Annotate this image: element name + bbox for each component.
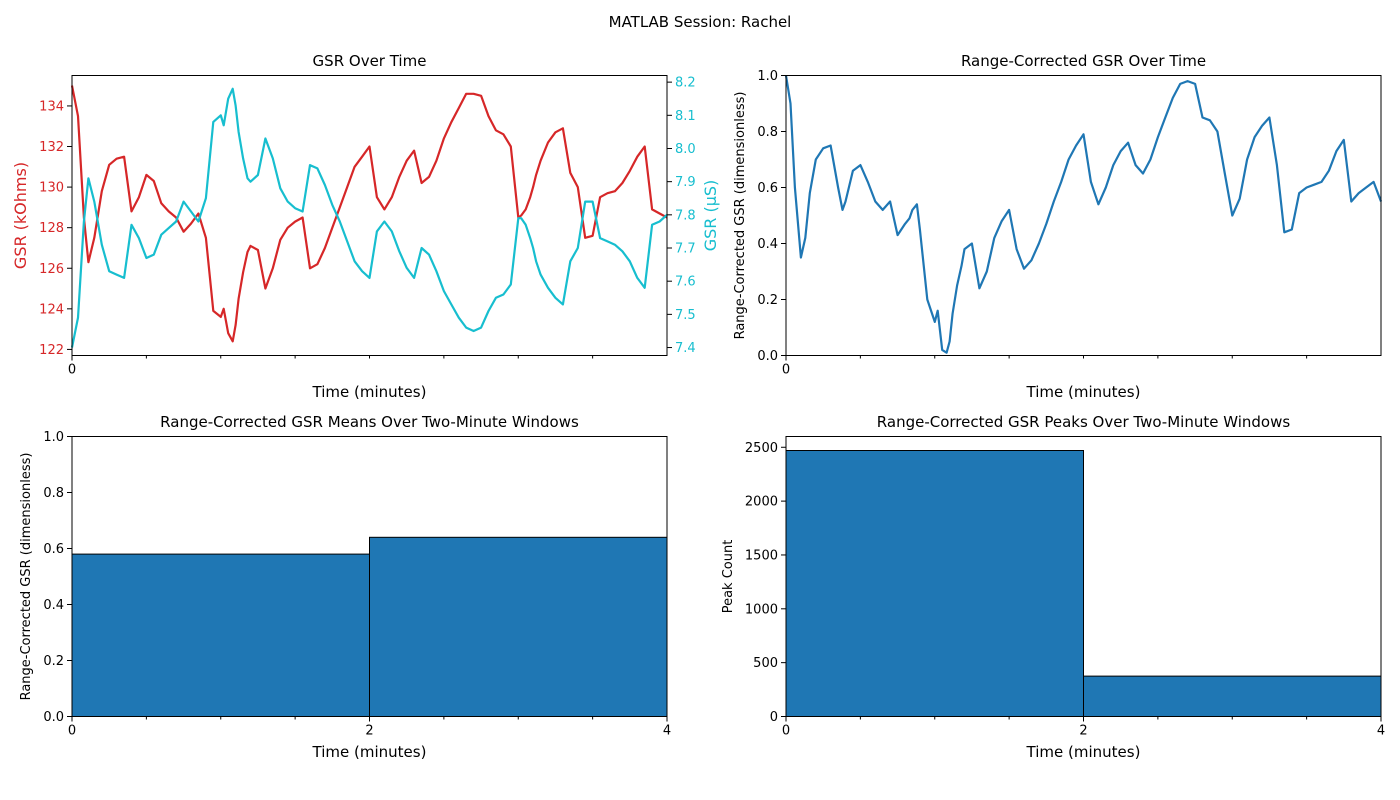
x-axis-label: Time (minutes) — [1026, 383, 1141, 401]
y-tick-label: 0.2 — [43, 654, 64, 669]
y-right-tick-label: 7.8 — [675, 208, 696, 223]
y-tick-label: 1.0 — [43, 430, 64, 445]
histogram-bar — [369, 536, 668, 717]
y-right-tick-label: 7.9 — [675, 175, 696, 190]
x-tick-label: 0 — [68, 724, 76, 739]
y-axis-label: Peak Count — [721, 540, 736, 614]
y-axis-label-right: GSR (μS) — [701, 180, 720, 252]
panel-gsr-over-time: GSR Over Time 0 122 124 126 128 130 132 134 7.4 7… — [11, 52, 720, 401]
y-tick-label: 0.6 — [43, 542, 64, 557]
y-right-tick-label: 7.7 — [675, 242, 696, 257]
y-tick-label: 1500 — [745, 548, 778, 563]
x-tick-label: 0 — [68, 363, 76, 378]
series-line-microsiemens — [70, 87, 668, 348]
panel-peaks-two-minute-windows: Range-Corrected GSR Peaks Over Two-Minut… — [721, 413, 1385, 761]
y-tick-label: 2000 — [745, 495, 778, 510]
x-tick-label: 0 — [782, 363, 790, 378]
ticks-layer: 0 2 4 0 500 1000 1500 2000 2500 — [745, 441, 1385, 739]
x-tick-label: 0 — [782, 724, 790, 739]
panel-means-two-minute-windows: Range-Corrected GSR Means Over Two-Minut… — [19, 413, 671, 761]
y-right-tick-label: 8.2 — [675, 76, 696, 91]
x-tick-label: 4 — [1377, 724, 1385, 739]
y-tick-label: 0.0 — [757, 349, 778, 364]
x-axis-label: Time (minutes) — [312, 383, 427, 401]
series-layer — [71, 536, 668, 717]
series-line-kohms — [70, 85, 668, 343]
y-tick-label: 500 — [753, 656, 778, 671]
series-layer — [70, 85, 668, 348]
histogram-bar — [71, 553, 370, 717]
y-tick-label: 132 — [39, 140, 64, 155]
y-tick-label: 124 — [39, 302, 64, 317]
panel-range-corrected-gsr: Range-Corrected GSR Over Time 0 0.0 0.2 0.4… — [733, 52, 1383, 401]
x-tick-label: 2 — [1079, 724, 1087, 739]
y-tick-label: 0.0 — [43, 710, 64, 725]
y-right-tick-label: 8.0 — [675, 142, 696, 157]
y-tick-label: 130 — [39, 181, 64, 196]
y-tick-label: 0.4 — [43, 598, 64, 613]
ticks-layer: 0 2 4 0.0 0.2 0.4 0.6 0.8 1.0 — [43, 430, 671, 739]
x-tick-label: 2 — [365, 724, 373, 739]
y-axis-label: Range-Corrected GSR (dimensionless) — [19, 453, 34, 701]
panel-title: Range-Corrected GSR Over Time — [961, 52, 1206, 70]
series-layer — [784, 75, 1383, 354]
y-right-tick-label: 7.6 — [675, 275, 696, 290]
y-right-tick-label: 8.1 — [675, 109, 696, 124]
y-tick-label: 122 — [39, 343, 64, 358]
x-tick-label: 4 — [663, 724, 671, 739]
y-tick-label: 1.0 — [757, 69, 778, 84]
y-right-tick-label: 7.4 — [675, 341, 696, 356]
y-tick-label: 0.4 — [757, 237, 778, 252]
panel-title: GSR Over Time — [313, 52, 427, 70]
y-tick-label: 0.2 — [757, 293, 778, 308]
panel-title: Range-Corrected GSR Peaks Over Two-Minut… — [877, 413, 1291, 431]
x-axis-label: Time (minutes) — [312, 743, 427, 761]
y-tick-label: 1000 — [745, 602, 778, 617]
x-axis-label: Time (minutes) — [1026, 743, 1141, 761]
y-right-tick-label: 7.5 — [675, 308, 696, 323]
y-axis-label-left: GSR (kOhms) — [11, 162, 30, 269]
y-tick-label: 126 — [39, 262, 64, 277]
y-tick-label: 0 — [770, 710, 778, 725]
series-layer — [785, 450, 1382, 717]
series-line-range-corrected — [784, 75, 1383, 354]
y-tick-label: 2500 — [745, 441, 778, 456]
histogram-bar — [1083, 675, 1382, 717]
y-tick-label: 0.6 — [757, 181, 778, 196]
histogram-bar — [785, 450, 1084, 717]
y-tick-label: 134 — [39, 99, 64, 114]
ticks-layer: 0 0.0 0.2 0.4 0.6 0.8 1.0 — [757, 69, 1308, 378]
y-tick-label: 0.8 — [43, 486, 64, 501]
figure-suptitle: MATLAB Session: Rachel — [609, 13, 792, 31]
ticks-layer: 0 122 124 126 128 130 132 134 7.4 7.5 7.6 7.7 7.8 7.9… — [39, 76, 696, 378]
y-tick-label: 128 — [39, 221, 64, 236]
y-tick-label: 0.8 — [757, 125, 778, 140]
panel-title: Range-Corrected GSR Means Over Two-Minut… — [160, 413, 579, 431]
y-axis-label: Range-Corrected GSR (dimensionless) — [733, 92, 748, 340]
